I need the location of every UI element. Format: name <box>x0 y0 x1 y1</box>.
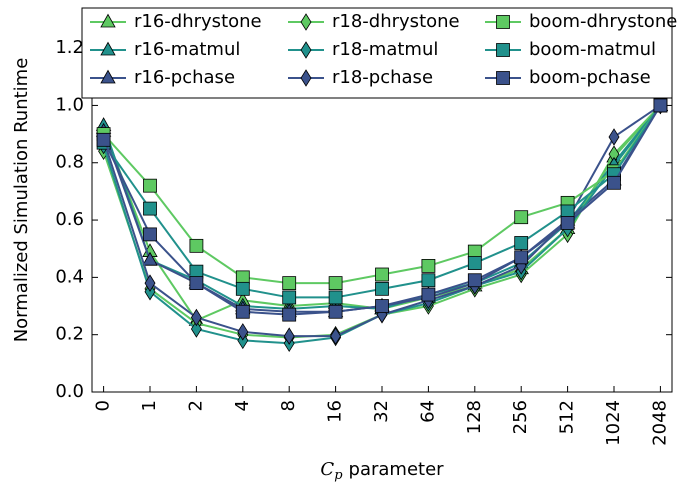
legend-marker <box>496 15 510 29</box>
legend-marker <box>300 41 312 59</box>
x-label-subscript: p <box>334 468 343 483</box>
marker <box>143 201 157 216</box>
legend-label: r16-dhrystone <box>134 11 262 32</box>
legend-box <box>81 7 673 99</box>
x-tick-label: 64 <box>417 400 438 423</box>
marker <box>467 256 482 270</box>
marker <box>235 304 250 319</box>
marker <box>514 250 529 265</box>
legend-marker <box>300 69 312 87</box>
marker <box>189 264 204 279</box>
marker <box>375 281 389 296</box>
marker <box>421 259 436 273</box>
marker <box>143 227 157 242</box>
legend-marker <box>100 69 116 84</box>
marker <box>142 251 158 266</box>
marker <box>282 290 297 305</box>
marker <box>608 128 620 146</box>
marker <box>560 216 575 230</box>
marker <box>375 267 389 282</box>
marker <box>328 290 343 305</box>
marker <box>237 323 249 341</box>
marker <box>189 276 204 291</box>
marker <box>607 175 621 190</box>
marker <box>282 307 297 322</box>
legend-label: r16-pchase <box>134 67 235 88</box>
x-tick-label: 8 <box>278 400 299 411</box>
x-axis-label: Cp parameter <box>320 459 444 483</box>
marker <box>421 287 436 302</box>
marker <box>189 238 204 253</box>
x-tick-label: 1 <box>139 400 160 411</box>
x-tick-label: 16 <box>325 400 346 423</box>
legend-marker <box>100 41 116 56</box>
legend-marker <box>496 71 510 85</box>
legend-marker <box>300 13 312 31</box>
y-tick-label: 1.2 <box>55 37 84 58</box>
legend-label: boom-dhrystone <box>529 11 677 32</box>
marker <box>421 273 436 288</box>
legend-label: r18-matmul <box>332 39 438 60</box>
x-label-symbol: C <box>320 459 334 480</box>
marker <box>190 320 202 338</box>
legend-marker <box>496 43 510 57</box>
x-tick-label: 1024 <box>603 400 624 446</box>
legend-label: r18-pchase <box>332 67 433 88</box>
x-tick-label: 4 <box>232 400 253 411</box>
marker <box>330 327 342 345</box>
marker <box>653 98 668 113</box>
x-label-text: parameter <box>349 459 445 480</box>
x-tick-label: 2 <box>185 400 206 411</box>
marker <box>560 204 575 219</box>
marker <box>235 281 250 296</box>
x-tick-label: 128 <box>464 400 485 434</box>
marker <box>144 274 156 292</box>
marker <box>375 299 389 313</box>
x-tick-label: 256 <box>510 400 531 434</box>
y-tick-label: 0.2 <box>55 324 84 345</box>
marker <box>235 270 250 285</box>
x-tick-label: 0 <box>93 400 114 411</box>
marker <box>283 327 295 345</box>
marker <box>514 210 529 225</box>
x-tick-label: 32 <box>371 400 392 423</box>
legend-label: r16-matmul <box>134 39 240 60</box>
y-tick-label: 1.0 <box>55 94 84 115</box>
legend-label: boom-pchase <box>529 67 651 88</box>
y-axis-label: Normalized Simulation Runtime <box>11 58 32 343</box>
legend-marker <box>100 13 116 28</box>
marker <box>328 304 343 319</box>
marker <box>190 308 202 327</box>
y-tick-label: 0.0 <box>55 381 84 402</box>
marker <box>328 276 343 291</box>
legend-label: r18-dhrystone <box>332 11 460 32</box>
marker <box>143 178 157 193</box>
x-tick-label: 512 <box>557 400 578 434</box>
y-tick-label: 0.6 <box>55 209 84 230</box>
marker <box>282 276 297 291</box>
y-tick-label: 0.8 <box>55 152 84 173</box>
x-tick-label: 2048 <box>649 400 670 446</box>
marker <box>467 244 482 259</box>
marker <box>467 273 482 288</box>
marker <box>96 132 111 147</box>
marker <box>514 236 529 250</box>
series-line <box>102 104 662 285</box>
legend-label: boom-matmul <box>529 39 656 60</box>
y-tick-label: 0.4 <box>55 266 84 287</box>
